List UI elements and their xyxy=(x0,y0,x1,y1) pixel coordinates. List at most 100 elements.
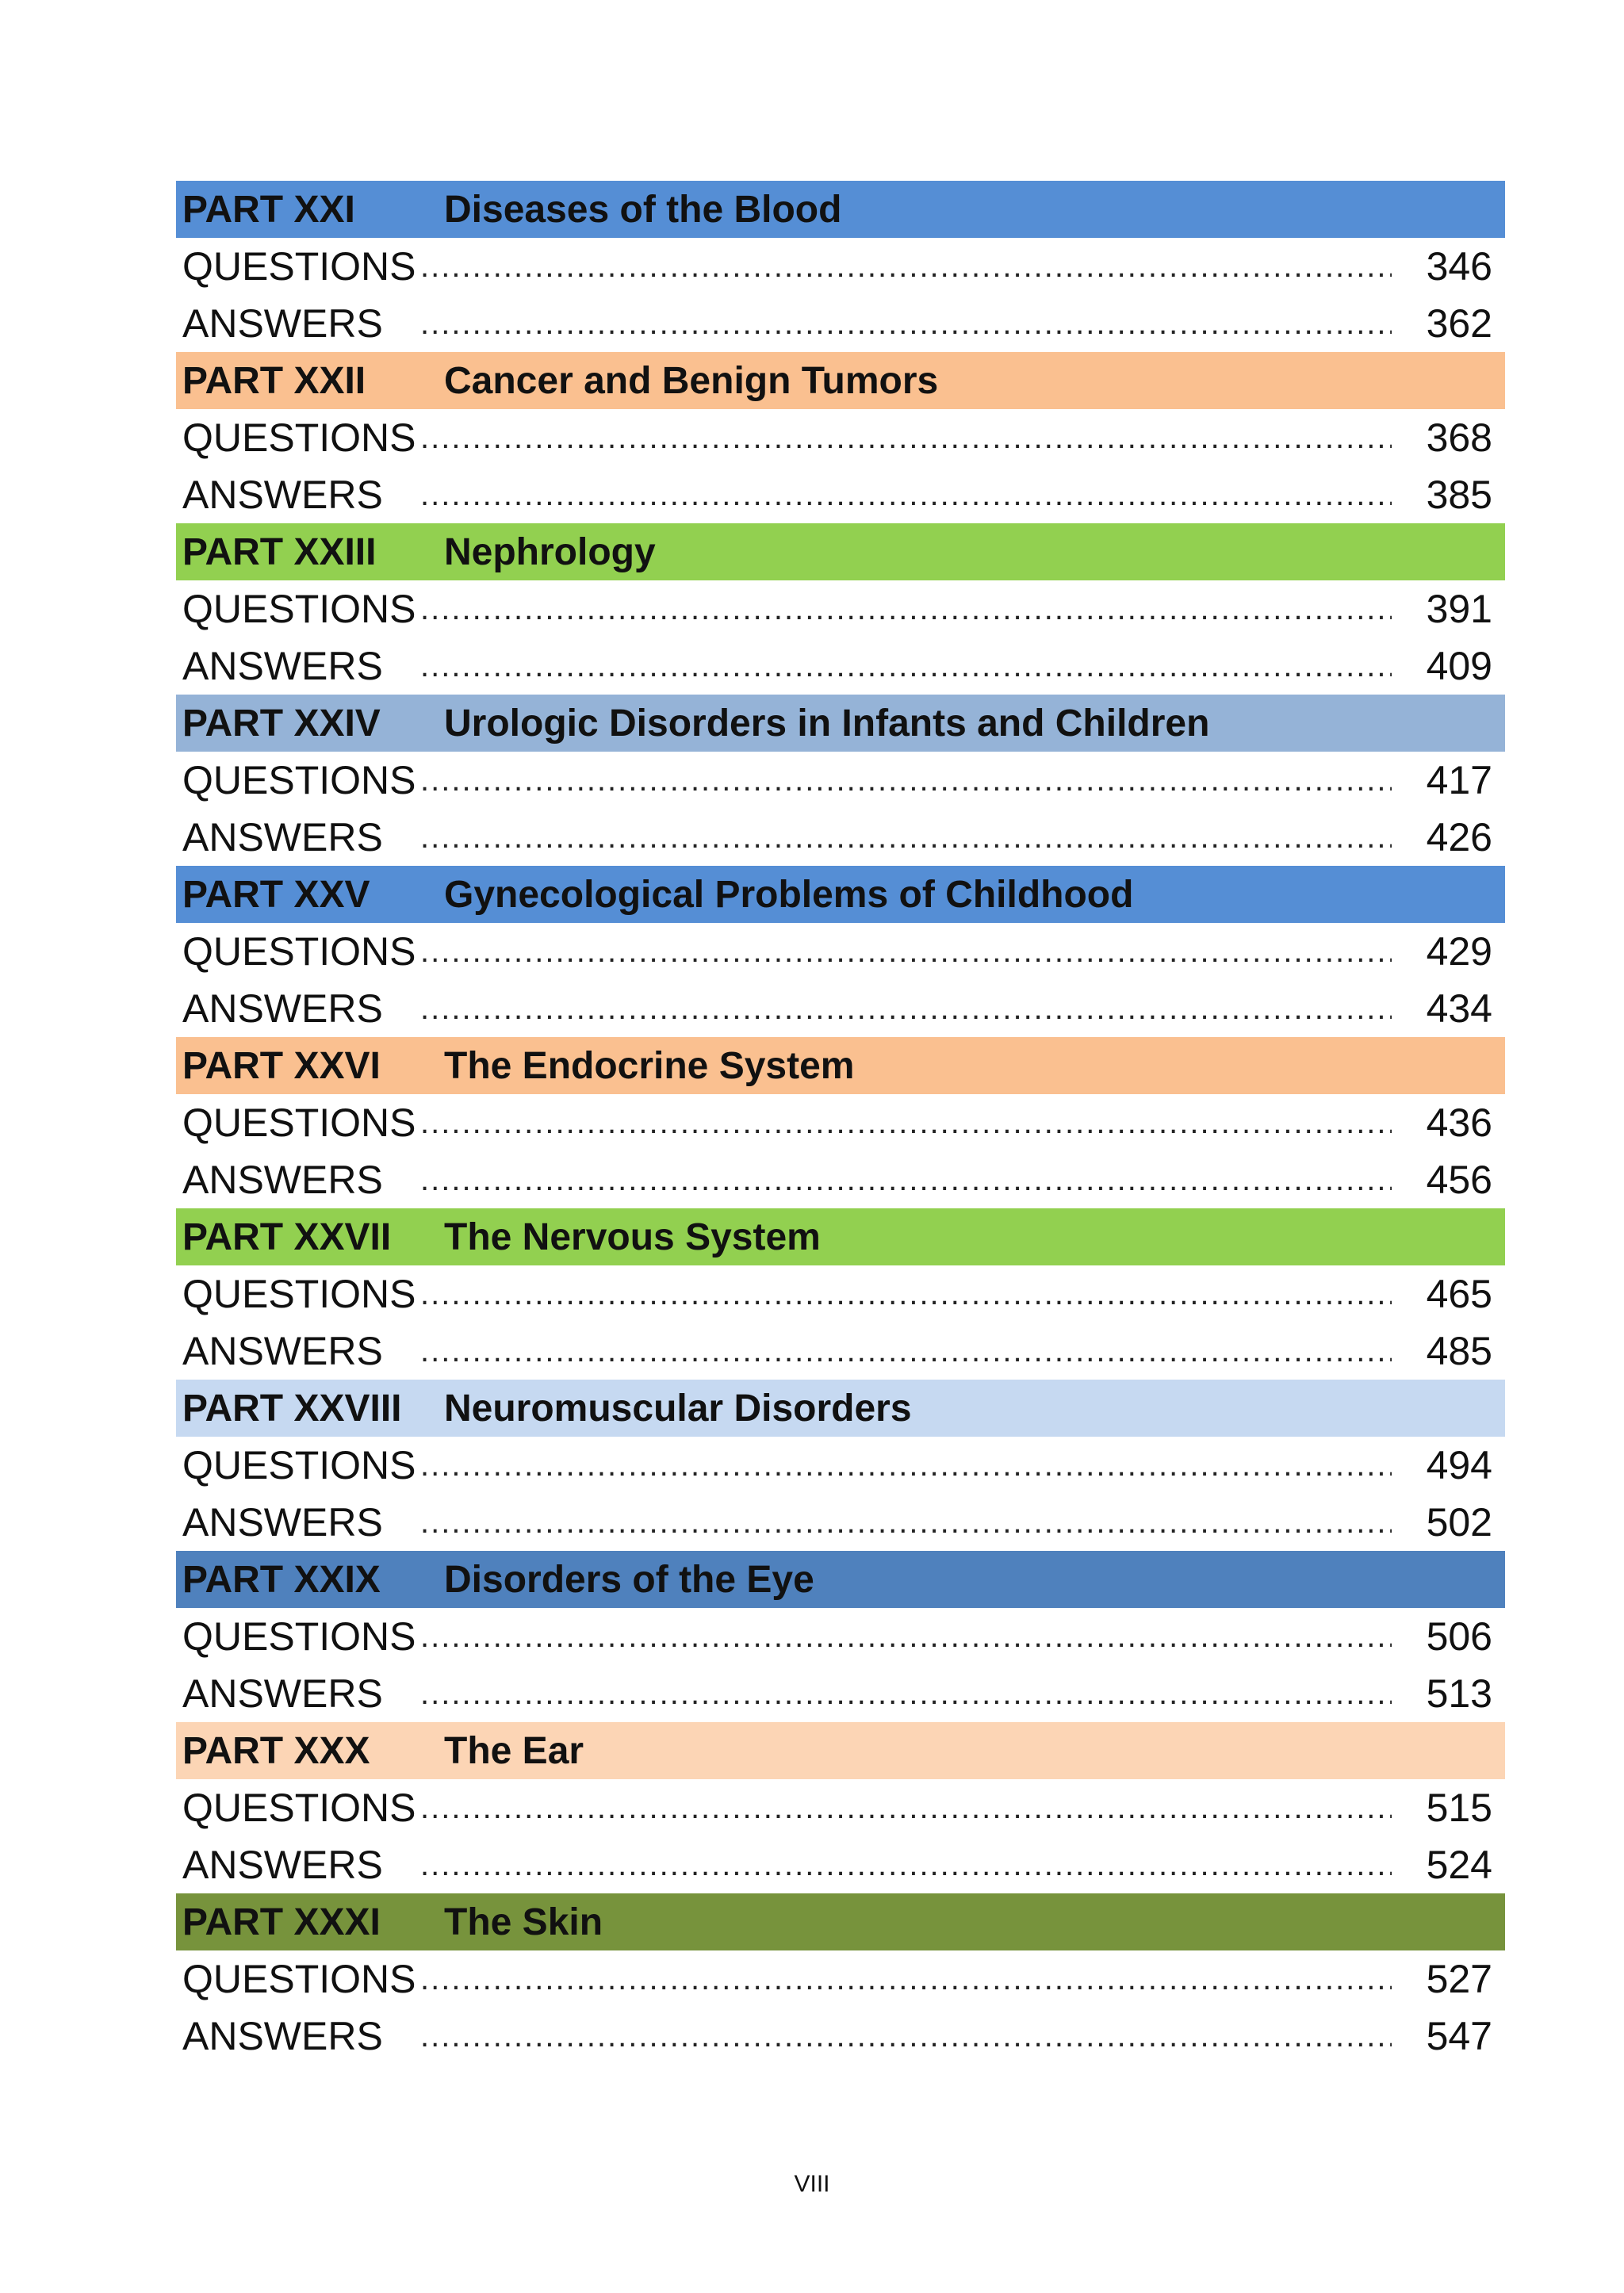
toc-entry[interactable]: ANSWERS 434 xyxy=(176,980,1505,1037)
entry-label: ANSWERS xyxy=(182,1329,383,1373)
toc-entry[interactable]: ANSWERS 513 xyxy=(176,1665,1505,1722)
part-title: The Ear xyxy=(444,1729,584,1772)
entry-label: QUESTIONS xyxy=(182,758,416,802)
entry-label: QUESTIONS xyxy=(182,587,416,631)
dot-leader xyxy=(420,580,1392,637)
dot-leader xyxy=(420,752,1392,809)
entry-label: QUESTIONS xyxy=(182,1957,416,2001)
dot-leader xyxy=(420,238,1392,295)
entry-page-number: 524 xyxy=(1426,1843,1492,1887)
dot-leader xyxy=(420,923,1392,980)
part-number: PART XXVIII xyxy=(182,1387,402,1430)
part-number: PART XXII xyxy=(182,359,366,402)
dot-leader xyxy=(420,1665,1392,1722)
entry-label: QUESTIONS xyxy=(182,1272,416,1316)
toc-entry[interactable]: ANSWERS 385 xyxy=(176,466,1505,523)
entry-label: QUESTIONS xyxy=(182,244,416,289)
dot-leader xyxy=(420,1779,1392,1836)
dot-leader xyxy=(420,2008,1392,2065)
part-number: PART XXVI xyxy=(182,1044,381,1087)
part-heading: PART XXVIII Neuromuscular Disorders xyxy=(176,1380,1505,1437)
dot-leader xyxy=(420,1094,1392,1151)
dot-leader xyxy=(420,1494,1392,1551)
part-title: Neuromuscular Disorders xyxy=(444,1387,912,1430)
toc-entry[interactable]: ANSWERS 547 xyxy=(176,2008,1505,2065)
toc-entry[interactable]: QUESTIONS 506 xyxy=(176,1608,1505,1665)
dot-leader xyxy=(420,980,1392,1037)
entry-label: QUESTIONS xyxy=(182,1101,416,1145)
entry-label: ANSWERS xyxy=(182,301,383,346)
dot-leader xyxy=(420,637,1392,695)
toc-entry[interactable]: ANSWERS 409 xyxy=(176,637,1505,695)
entry-label: ANSWERS xyxy=(182,1843,383,1887)
entry-label: ANSWERS xyxy=(182,2014,383,2058)
entry-page-number: 436 xyxy=(1426,1101,1492,1145)
part-title: Nephrology xyxy=(444,530,656,573)
part-number: PART XXVII xyxy=(182,1215,392,1258)
toc-entry[interactable]: ANSWERS 485 xyxy=(176,1323,1505,1380)
toc-entry[interactable]: QUESTIONS 346 xyxy=(176,238,1505,295)
entry-label: QUESTIONS xyxy=(182,1786,416,1830)
dot-leader xyxy=(420,295,1392,352)
entry-page-number: 417 xyxy=(1426,758,1492,802)
toc-entry[interactable]: ANSWERS 362 xyxy=(176,295,1505,352)
part-heading: PART XXXI The Skin xyxy=(176,1893,1505,1950)
entry-label: ANSWERS xyxy=(182,986,383,1031)
part-heading: PART XXIX Disorders of the Eye xyxy=(176,1551,1505,1608)
part-heading: PART XXVI The Endocrine System xyxy=(176,1037,1505,1094)
part-number: PART XXX xyxy=(182,1729,370,1772)
toc-entry[interactable]: QUESTIONS 527 xyxy=(176,1950,1505,2008)
part-number: PART XXIX xyxy=(182,1558,381,1601)
part-title: Cancer and Benign Tumors xyxy=(444,359,939,402)
entry-page-number: 547 xyxy=(1426,2014,1492,2058)
entry-page-number: 502 xyxy=(1426,1500,1492,1545)
dot-leader xyxy=(420,466,1392,523)
part-heading: PART XXV Gynecological Problems of Childh… xyxy=(176,866,1505,923)
entry-page-number: 426 xyxy=(1426,815,1492,859)
dot-leader xyxy=(420,1151,1392,1208)
part-title: Diseases of the Blood xyxy=(444,188,842,231)
dot-leader xyxy=(420,1265,1392,1323)
entry-label: ANSWERS xyxy=(182,644,383,688)
toc-entry[interactable]: QUESTIONS 391 xyxy=(176,580,1505,637)
part-title: The Nervous System xyxy=(444,1215,821,1258)
toc-entry[interactable]: QUESTIONS 368 xyxy=(176,409,1505,466)
toc-entry[interactable]: QUESTIONS 515 xyxy=(176,1779,1505,1836)
toc-entry[interactable]: QUESTIONS 429 xyxy=(176,923,1505,980)
part-number: PART XXXI xyxy=(182,1901,381,1943)
entry-page-number: 456 xyxy=(1426,1158,1492,1202)
table-of-contents: PART XXI Diseases of the Blood QUESTIONS 34… xyxy=(176,181,1505,2065)
part-title: Urologic Disorders in Infants and Childr… xyxy=(444,702,1210,745)
dot-leader xyxy=(420,1836,1392,1893)
entry-page-number: 368 xyxy=(1426,415,1492,460)
toc-entry[interactable]: ANSWERS 456 xyxy=(176,1151,1505,1208)
toc-entry[interactable]: ANSWERS 502 xyxy=(176,1494,1505,1551)
entry-label: ANSWERS xyxy=(182,473,383,517)
entry-page-number: 485 xyxy=(1426,1329,1492,1373)
part-heading: PART XXI Diseases of the Blood xyxy=(176,181,1505,238)
toc-entry[interactable]: QUESTIONS 436 xyxy=(176,1094,1505,1151)
entry-label: ANSWERS xyxy=(182,1671,383,1716)
dot-leader xyxy=(420,1437,1392,1494)
entry-label: QUESTIONS xyxy=(182,1614,416,1659)
dot-leader xyxy=(420,1608,1392,1665)
part-title: Disorders of the Eye xyxy=(444,1558,814,1601)
entry-page-number: 434 xyxy=(1426,986,1492,1031)
toc-entry[interactable]: QUESTIONS 465 xyxy=(176,1265,1505,1323)
part-heading: PART XXII Cancer and Benign Tumors xyxy=(176,352,1505,409)
dot-leader xyxy=(420,1950,1392,2008)
toc-entry[interactable]: QUESTIONS 417 xyxy=(176,752,1505,809)
dot-leader xyxy=(420,809,1392,866)
entry-page-number: 346 xyxy=(1426,244,1492,289)
toc-entry[interactable]: QUESTIONS 494 xyxy=(176,1437,1505,1494)
page-number: VIII xyxy=(794,2171,830,2197)
toc-entry[interactable]: ANSWERS 426 xyxy=(176,809,1505,866)
toc-entry[interactable]: ANSWERS 524 xyxy=(176,1836,1505,1893)
part-title: The Endocrine System xyxy=(444,1044,855,1087)
part-heading: PART XXVII The Nervous System xyxy=(176,1208,1505,1265)
entry-page-number: 409 xyxy=(1426,644,1492,688)
entry-label: QUESTIONS xyxy=(182,415,416,460)
entry-page-number: 465 xyxy=(1426,1272,1492,1316)
dot-leader xyxy=(420,409,1392,466)
part-heading: PART XXX The Ear xyxy=(176,1722,1505,1779)
